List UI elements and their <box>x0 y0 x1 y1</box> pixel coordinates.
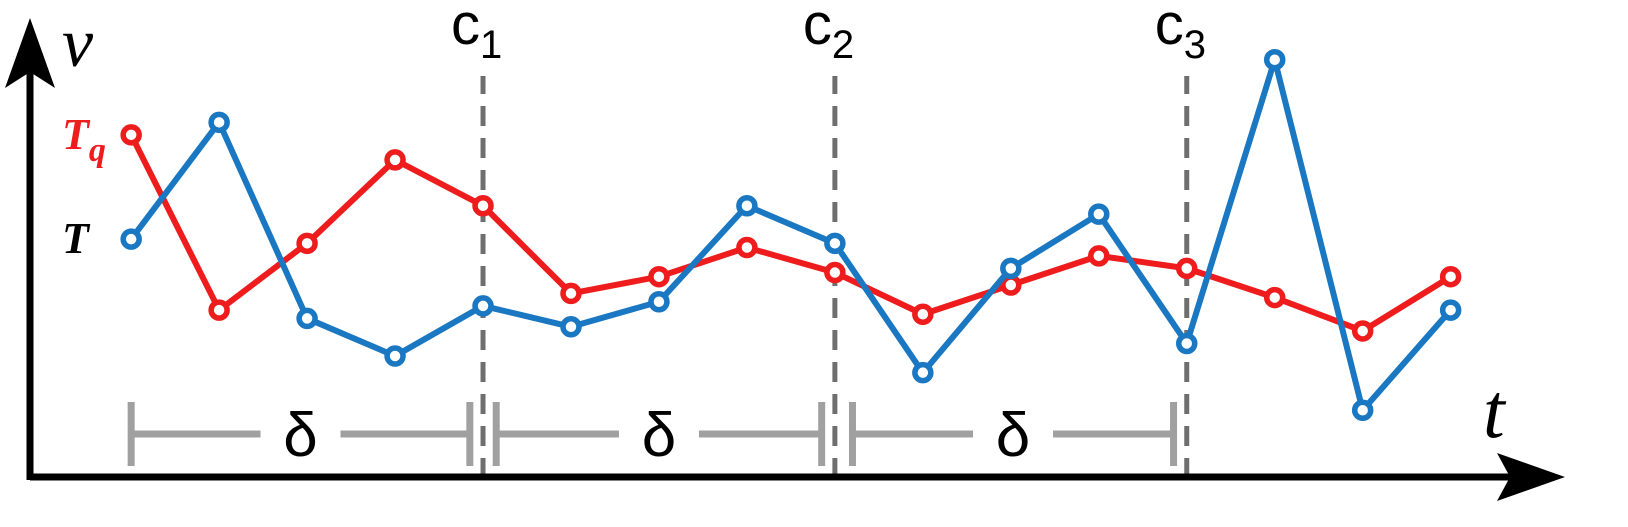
data-point-Tq <box>384 149 406 171</box>
data-point-Tq <box>1439 265 1462 288</box>
data-point-Tq <box>1351 320 1374 342</box>
data-point-Tq <box>472 195 494 217</box>
change-point-index: 2 <box>832 23 854 67</box>
data-point-Tq <box>824 261 846 284</box>
data-point-Tq <box>120 124 142 146</box>
y-axis-arrowhead <box>5 18 55 88</box>
series-label-subscript: q <box>89 132 106 169</box>
interval-label: δ <box>642 401 677 470</box>
data-point-T <box>1175 332 1198 355</box>
data-point-Tq <box>912 303 934 326</box>
data-point-Tq <box>648 265 670 288</box>
series-layer <box>120 48 1462 421</box>
data-point-T <box>824 232 846 255</box>
change-point-label: c2 <box>803 0 854 67</box>
data-point-T <box>296 307 318 330</box>
data-point-Tq <box>1175 257 1198 280</box>
data-point-Tq <box>296 232 318 255</box>
series-line-Tq <box>128 131 1454 334</box>
data-point-T <box>648 290 670 313</box>
data-point-T <box>1088 203 1110 225</box>
change-point-label: c3 <box>1155 0 1206 67</box>
data-point-T <box>1263 48 1286 71</box>
data-point-Tq <box>736 236 758 259</box>
data-point-Tq <box>1263 286 1286 309</box>
series-line-T <box>128 56 1454 414</box>
change-point-label: c1 <box>451 0 502 67</box>
data-point-T <box>1439 299 1462 321</box>
data-point-Tq <box>1088 245 1110 267</box>
x-axis-arrowhead <box>1497 453 1565 501</box>
interval-label: δ <box>996 401 1031 470</box>
change-point-index: 3 <box>1184 23 1206 67</box>
y-axis-label: v <box>62 5 94 82</box>
axes: v t <box>5 5 1565 501</box>
data-point-T <box>472 295 494 317</box>
data-point-T <box>560 316 582 338</box>
series-labels: Tq T <box>62 110 106 263</box>
data-point-T <box>384 345 406 367</box>
data-point-T <box>912 361 934 384</box>
x-axis-label: t <box>1483 367 1507 454</box>
series-label-T: T <box>62 214 91 263</box>
data-point-T <box>1351 399 1374 421</box>
data-point-T <box>208 111 230 134</box>
change-point-index: 1 <box>480 23 502 67</box>
data-point-T <box>1000 257 1022 280</box>
data-point-Tq <box>208 299 230 321</box>
series-label-Tq: Tq <box>62 110 106 169</box>
data-point-T <box>120 228 142 250</box>
interval-label: δ <box>283 401 318 470</box>
data-point-Tq <box>560 282 582 305</box>
data-point-T <box>736 195 758 217</box>
